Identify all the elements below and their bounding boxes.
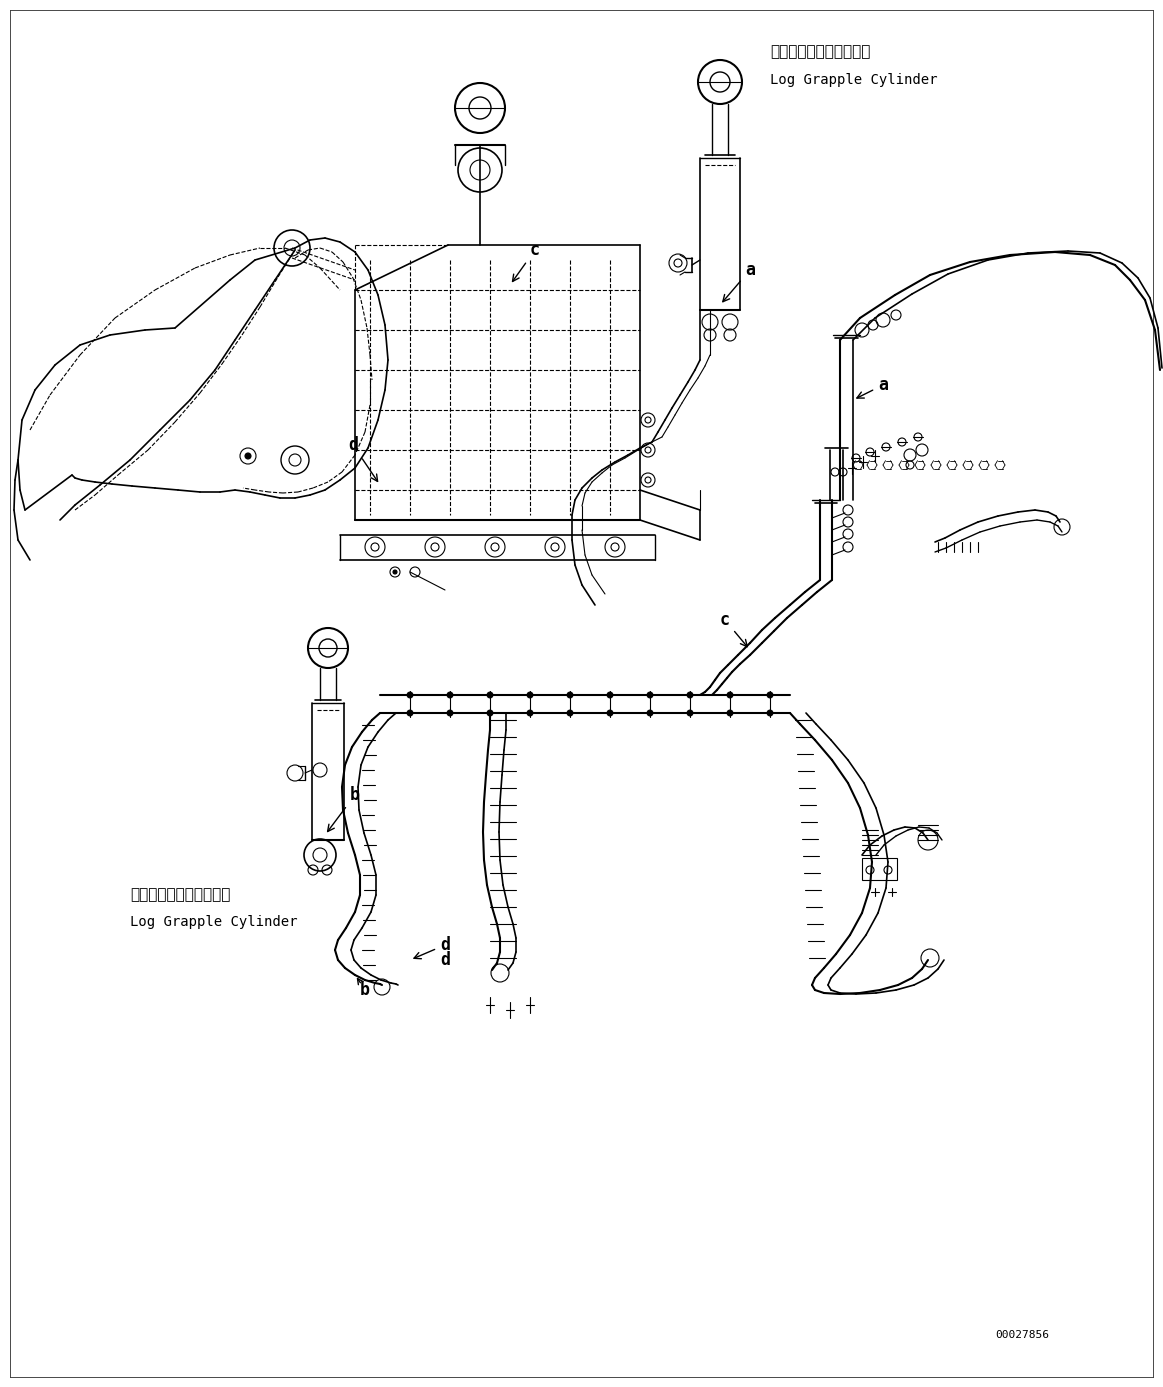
Text: a: a: [857, 376, 889, 398]
Circle shape: [487, 710, 493, 716]
Circle shape: [390, 567, 400, 577]
Text: Log Grapple Cylinder: Log Grapple Cylinder: [130, 915, 298, 929]
Text: b: b: [328, 786, 361, 832]
Circle shape: [407, 710, 413, 716]
Circle shape: [768, 710, 773, 716]
Circle shape: [487, 692, 493, 698]
Circle shape: [527, 692, 533, 698]
Text: d: d: [414, 936, 450, 958]
Circle shape: [607, 692, 613, 698]
Text: Log Grapple Cylinder: Log Grapple Cylinder: [770, 74, 937, 87]
Circle shape: [727, 692, 733, 698]
Text: c: c: [720, 612, 748, 646]
Circle shape: [647, 710, 652, 716]
Text: ロググラップルシリンダ: ロググラップルシリンダ: [130, 888, 230, 903]
Circle shape: [407, 692, 413, 698]
Circle shape: [245, 454, 251, 459]
Text: b: b: [361, 981, 370, 999]
Circle shape: [568, 692, 573, 698]
Circle shape: [768, 692, 773, 698]
Circle shape: [687, 710, 693, 716]
Circle shape: [568, 710, 573, 716]
Text: d: d: [440, 951, 450, 970]
Text: ロググラップルシリンダ: ロググラップルシリンダ: [770, 44, 870, 60]
Circle shape: [393, 570, 397, 574]
Circle shape: [447, 710, 454, 716]
Circle shape: [647, 692, 652, 698]
Circle shape: [687, 692, 693, 698]
Text: 00027856: 00027856: [996, 1330, 1049, 1340]
Text: d: d: [348, 436, 378, 481]
Circle shape: [527, 710, 533, 716]
Circle shape: [727, 710, 733, 716]
Circle shape: [447, 692, 454, 698]
Circle shape: [607, 710, 613, 716]
Text: c: c: [513, 241, 540, 282]
Bar: [862, 859, 897, 879]
Text: a: a: [723, 261, 755, 302]
